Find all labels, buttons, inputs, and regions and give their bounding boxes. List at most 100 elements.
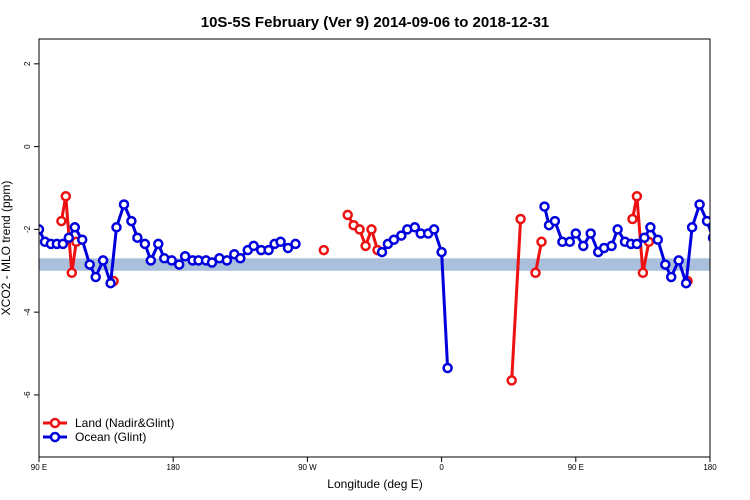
x-axis: 90 E 180 90 W 0 90 E 180 [31,457,717,472]
data-point [396,230,407,241]
data-point [536,236,547,248]
data-point [275,236,286,248]
data-point [637,267,649,279]
data-point [639,232,650,243]
y-axis-label: XCO2 - MLO trend (ppm) [0,181,13,316]
data-point [701,215,710,227]
series-ocean [39,199,738,374]
legend-label: Land (Nadir&Glint) [75,416,174,430]
series-line [510,218,523,381]
y-tick-label: -2 [23,225,32,233]
data-point [376,246,388,258]
data-point [686,222,698,233]
data-point [409,222,421,233]
series-line [380,225,450,369]
data-point [631,191,643,202]
chart-title: 10S-5S February (Ver 9) 2014-09-06 to 20… [201,14,550,31]
data-point [139,238,151,250]
series-line [534,241,543,274]
data-point [69,222,81,233]
data-point [442,362,453,374]
data-point [248,240,259,252]
data-point [145,255,157,266]
data-point [539,201,550,212]
data-point [354,224,365,235]
data-point [39,224,45,235]
y-tick-label: 0 [23,144,32,149]
data-point [660,259,671,270]
series-land [56,191,693,386]
y-tick-label: 2 [23,61,32,66]
data-point [342,209,353,221]
legend-item: Land (Nadir&Glint) [43,416,174,430]
data-point [673,255,684,266]
data-point [111,222,122,233]
data-point [428,224,440,235]
plot-frame [38,38,711,458]
data-point [627,213,638,225]
data-point [105,277,116,289]
data-point [631,238,643,250]
legend: Land (Nadir&Glint)Ocean (Glint) [43,416,174,444]
data-point [606,240,617,252]
data-point [694,199,705,210]
data-point [652,234,664,245]
data-point [173,259,185,270]
data-point [585,228,596,239]
data-point [132,232,143,243]
data-point [57,238,69,250]
y-axis: 2 0 -2 -4 -6 [23,61,39,398]
data-point [388,234,400,245]
data-point [564,236,576,248]
data-point [318,244,330,256]
legend-item: Ocean (Glint) [43,430,146,444]
data-point [166,255,177,266]
data-point [366,224,377,235]
data-point [60,191,72,202]
data-point [360,240,371,252]
data-point [680,277,692,289]
data-point [506,375,517,386]
x-tick-label: 180 [167,463,181,472]
data-point [97,255,109,266]
x-tick-label: 0 [439,463,444,472]
x-tick-label: 90 E [31,463,47,472]
data-point [66,267,78,279]
x-tick-label: 90 W [298,463,317,472]
data-point [76,234,88,245]
data-point [515,213,526,225]
data-point [549,215,561,227]
data-point [63,232,75,243]
data-point [724,256,732,264]
legend-marker [49,431,61,443]
y-tick-label: -6 [23,391,32,399]
data-point [645,222,656,233]
ocean-band [39,258,710,271]
data-point [90,271,101,283]
data-point [730,240,738,248]
y-tick-label: -4 [23,308,32,316]
data-point [578,240,589,252]
data-point [665,271,677,283]
plot-area [38,38,738,458]
data-point [235,253,246,264]
data-point [436,246,447,258]
series-line [631,196,651,274]
data-point [126,215,137,227]
data-point [263,244,274,256]
legend-marker [49,417,61,429]
x-tick-label: 180 [703,463,717,472]
data-point [282,242,294,254]
x-axis-label: Longitude (deg E) [327,477,422,491]
data-point [570,228,582,239]
data-point [84,259,95,270]
data-point [206,257,218,268]
data-point [56,215,67,227]
data-point [118,199,130,210]
data-point [153,238,164,250]
data-point [716,240,724,248]
legend-label: Ocean (Glint) [75,430,146,444]
x-tick-label: 90 E [568,463,584,472]
data-point [221,255,233,266]
